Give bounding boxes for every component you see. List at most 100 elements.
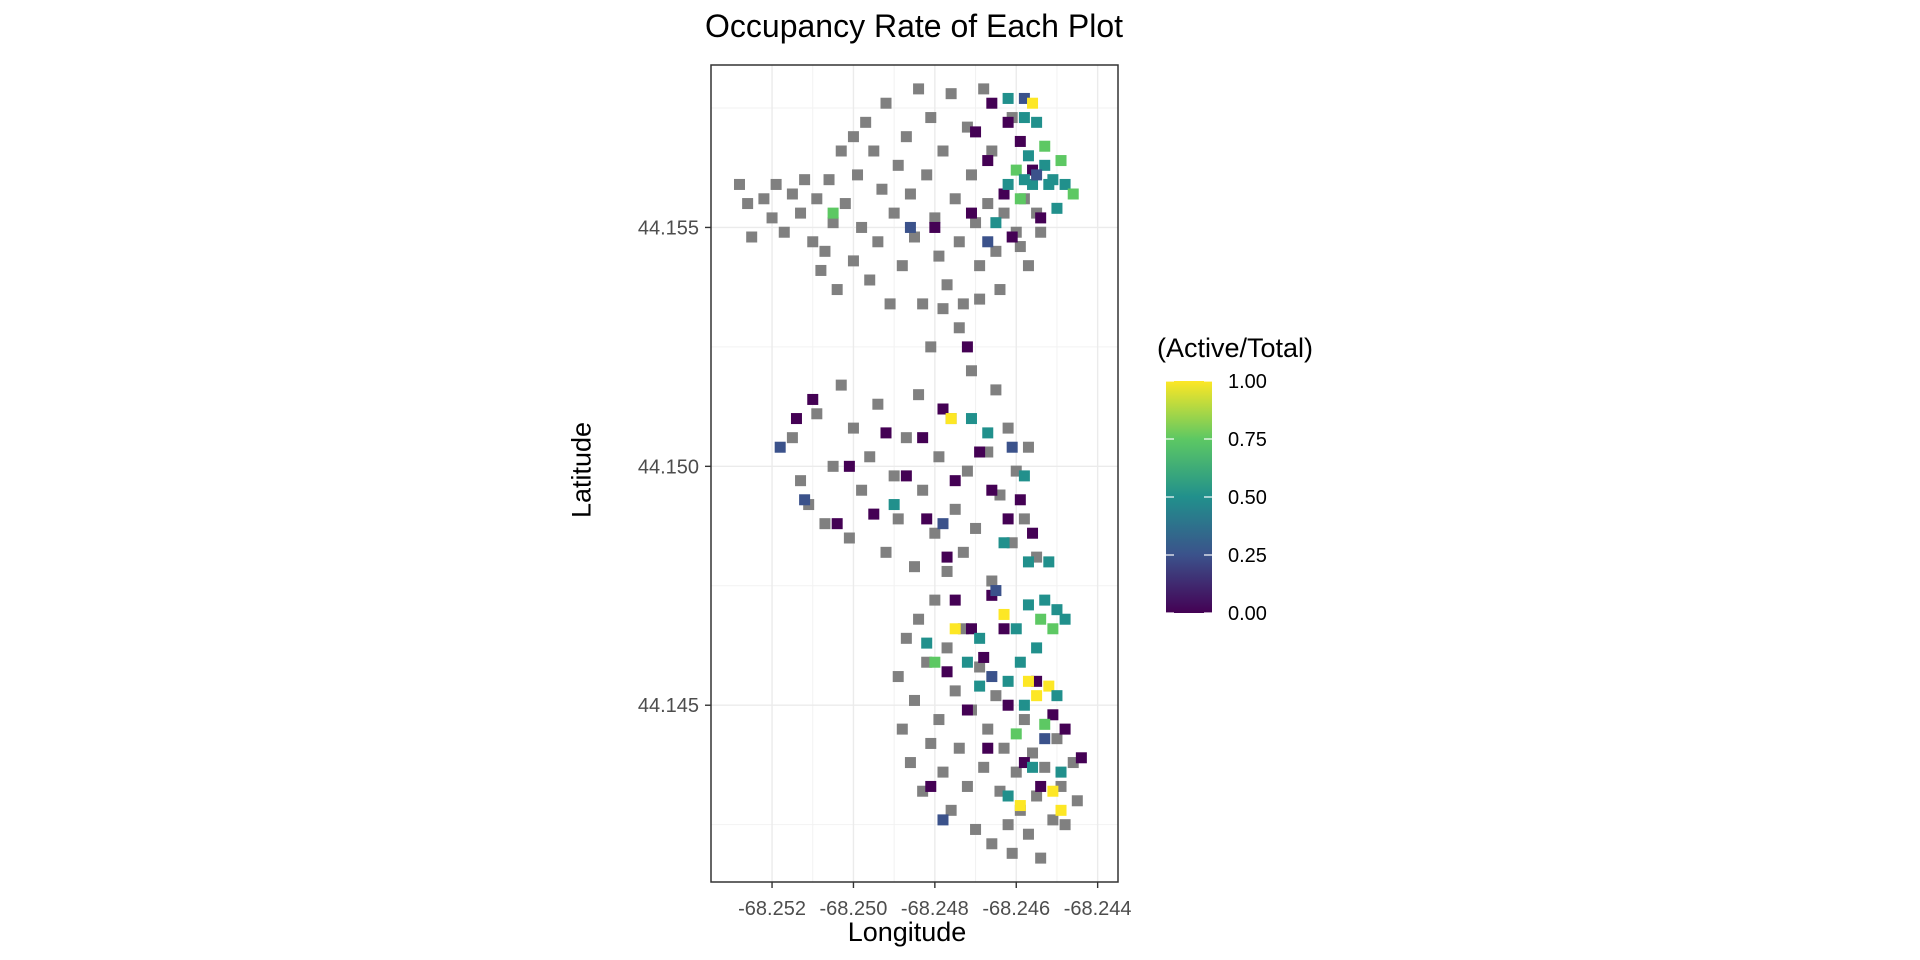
plot-tile	[790, 413, 802, 425]
plot-tile-na	[994, 785, 1006, 797]
plot-tile-na	[1002, 422, 1014, 434]
legend-tick-label: 0.75	[1228, 429, 1267, 451]
plot-tile	[961, 704, 973, 716]
plot-tile-na	[974, 260, 986, 272]
plot-tile-na	[1067, 757, 1079, 769]
plot-tile	[990, 217, 1002, 229]
plot-tile-na	[1018, 513, 1030, 525]
plot-tile	[1018, 92, 1030, 104]
plot-tile-na	[933, 714, 945, 726]
plot-tile-na	[852, 169, 864, 181]
plot-tile-na	[978, 761, 990, 773]
plot-tile	[1006, 441, 1018, 453]
plot-tile-na	[1006, 537, 1018, 549]
plot-tile	[1002, 116, 1014, 128]
plot-tile-na	[933, 250, 945, 262]
plot-tile-na	[970, 217, 982, 229]
plot-tile-na	[868, 145, 880, 157]
plot-tile-na	[856, 484, 868, 496]
plot-tile	[1059, 613, 1071, 625]
plot-tile	[974, 632, 986, 644]
plot-tile	[1027, 527, 1039, 539]
plot-tile	[1039, 733, 1051, 745]
plot-tile-na	[929, 212, 941, 224]
plot-tile	[1022, 599, 1034, 611]
plot-tile-na	[965, 169, 977, 181]
plot-tile-na	[856, 221, 868, 233]
plot-tile	[1006, 231, 1018, 243]
plot-tile	[998, 537, 1010, 549]
plot-tile	[982, 236, 994, 248]
plot-tile-na	[758, 193, 770, 205]
plot-tile	[1059, 723, 1071, 735]
plot-tile-na	[880, 97, 892, 109]
plot-tile	[949, 475, 961, 487]
plot-tile-na	[945, 804, 957, 816]
plot-tile	[831, 518, 843, 530]
plot-tile-na	[1071, 795, 1083, 807]
plot-border	[710, 64, 1119, 883]
plot-tile	[1014, 193, 1026, 205]
plot-tile	[774, 441, 786, 453]
plot-tile-na	[1051, 733, 1063, 745]
plot-tile-na	[1022, 260, 1034, 272]
plot-tile	[1002, 513, 1014, 525]
plot-tile	[929, 221, 941, 233]
plot-tile-na	[827, 460, 839, 472]
x-tick-label: -68.252	[738, 898, 806, 920]
plot-tile-na	[953, 236, 965, 248]
plot-tile-na	[1059, 819, 1071, 831]
plot-tile	[965, 623, 977, 635]
plot-tile	[982, 427, 994, 439]
plot-tile-na	[978, 83, 990, 95]
legend-tick-label: 0.00	[1228, 603, 1267, 625]
plot-tile-na	[1055, 780, 1067, 792]
plot-tile-na	[957, 298, 969, 310]
plot-tile-na	[1018, 714, 1030, 726]
plot-tile-na	[1002, 819, 1014, 831]
plot-tile-na	[990, 245, 1002, 257]
legend-tick-label: 0.50	[1228, 487, 1267, 509]
plot-tile-na	[778, 226, 790, 238]
plot-tile-na	[990, 690, 1002, 702]
plot-tile	[807, 393, 819, 405]
y-tick-label: 44.150	[638, 456, 699, 478]
plot-tile-na	[982, 198, 994, 210]
plot-tile-na	[937, 766, 949, 778]
x-tick-label: -68.248	[901, 898, 969, 920]
plot-tile	[937, 814, 949, 826]
plot-tile	[1002, 92, 1014, 104]
plot-tile	[1047, 785, 1059, 797]
plot-tile	[1022, 556, 1034, 568]
plot-tile-na	[970, 522, 982, 534]
plot-tile-na	[986, 838, 998, 850]
plot-tile	[1022, 150, 1034, 162]
plot-tile-na	[876, 183, 888, 195]
plot-tile	[986, 97, 998, 109]
plot-tile	[1047, 623, 1059, 635]
plot-tile-na	[786, 188, 798, 200]
plot-tile-na	[880, 546, 892, 558]
plot-tile	[1018, 757, 1030, 769]
x-axis-label: Longitude	[847, 917, 967, 947]
plot-tile-na	[994, 284, 1006, 296]
plot-tile-na	[949, 193, 961, 205]
plot-tile	[937, 403, 949, 415]
plot-tile	[827, 207, 839, 219]
plot-tile	[799, 494, 811, 506]
plot-tile	[1039, 159, 1051, 171]
plot-tile	[1059, 178, 1071, 190]
plot-tile-na	[864, 274, 876, 286]
plot-tile	[929, 656, 941, 668]
plot-tile-na	[1047, 814, 1059, 826]
plot-tile-na	[965, 365, 977, 377]
plot-tile	[1051, 604, 1063, 616]
plot-tile	[1014, 135, 1026, 147]
plot-tile-na	[998, 742, 1010, 754]
plot-tile	[1047, 709, 1059, 721]
plot-tile-na	[1022, 441, 1034, 453]
plot-tile	[990, 585, 1002, 597]
plot-tile	[998, 188, 1010, 200]
plot-tile-na	[799, 174, 811, 186]
